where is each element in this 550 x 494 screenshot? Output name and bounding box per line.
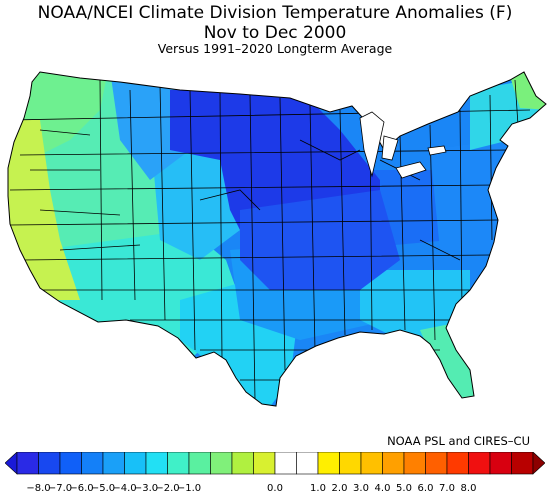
legend-swatch — [403, 452, 426, 475]
legend-swatch — [468, 452, 491, 475]
region-new-england — [470, 80, 546, 150]
legend-swatch — [446, 452, 469, 475]
legend-swatch — [188, 452, 211, 475]
legend-tick-label: 3.0 — [353, 483, 369, 494]
legend-swatch — [532, 452, 545, 475]
legend-tick-label: −7.0 — [47, 483, 73, 494]
legend-swatch — [16, 452, 39, 475]
legend-swatch — [360, 452, 383, 475]
legend-swatch — [59, 452, 82, 475]
legend-swatch — [124, 452, 147, 475]
legend-tick-label: −6.0 — [69, 483, 94, 494]
legend-tick-label: 8.0 — [460, 483, 477, 494]
legend-swatch — [274, 452, 297, 475]
legend-tick-label: 1.0 — [310, 483, 326, 494]
legend-tick-label: −1.0 — [176, 483, 202, 494]
legend-tick-label: 0.0 — [267, 483, 283, 494]
region-southeast — [360, 270, 470, 340]
color-scale-legend — [5, 452, 545, 475]
legend-tick-label: −8.0 — [26, 483, 51, 494]
legend-tick-label: 5.0 — [396, 483, 412, 494]
legend-tick-label: 6.0 — [417, 483, 434, 494]
great-lakes — [359, 111, 447, 179]
map-title: NOAA/NCEI Climate Division Temperature A… — [37, 3, 513, 23]
region-mid-mississippi — [240, 190, 400, 290]
legend-swatch — [81, 452, 104, 475]
legend-swatch — [317, 452, 340, 475]
legend-swatch — [425, 452, 448, 475]
legend-swatch — [231, 452, 254, 475]
legend-swatch — [210, 452, 233, 475]
legend-swatch — [5, 452, 18, 475]
legend-swatch — [511, 452, 534, 475]
legend-swatch — [253, 452, 276, 475]
legend-swatch — [382, 452, 405, 475]
legend-tick-label: 2.0 — [331, 483, 348, 494]
legend-swatch — [38, 452, 61, 475]
legend-swatch — [102, 452, 125, 475]
legend-tick-label: −5.0 — [90, 483, 116, 494]
legend-swatch — [296, 452, 319, 475]
map-period: Nov to Dec 2000 — [203, 23, 347, 43]
map-subtitle: Versus 1991–2020 Longterm Average — [157, 41, 393, 56]
legend-tick-label: 7.0 — [439, 483, 455, 494]
us-anomaly-map — [7, 71, 547, 407]
legend-tick-label: 4.0 — [374, 483, 391, 494]
credit-text: NOAA PSL and CIRES–CU — [387, 434, 530, 448]
legend-swatch — [489, 452, 512, 475]
legend-tick-label: −4.0 — [112, 483, 137, 494]
legend-swatch — [145, 452, 168, 475]
legend-swatch — [339, 452, 362, 475]
legend-tick-label: −2.0 — [155, 483, 180, 494]
legend-tick-label: −3.0 — [133, 483, 159, 494]
region-mid-atlantic — [430, 140, 500, 250]
legend-swatch — [167, 452, 190, 475]
